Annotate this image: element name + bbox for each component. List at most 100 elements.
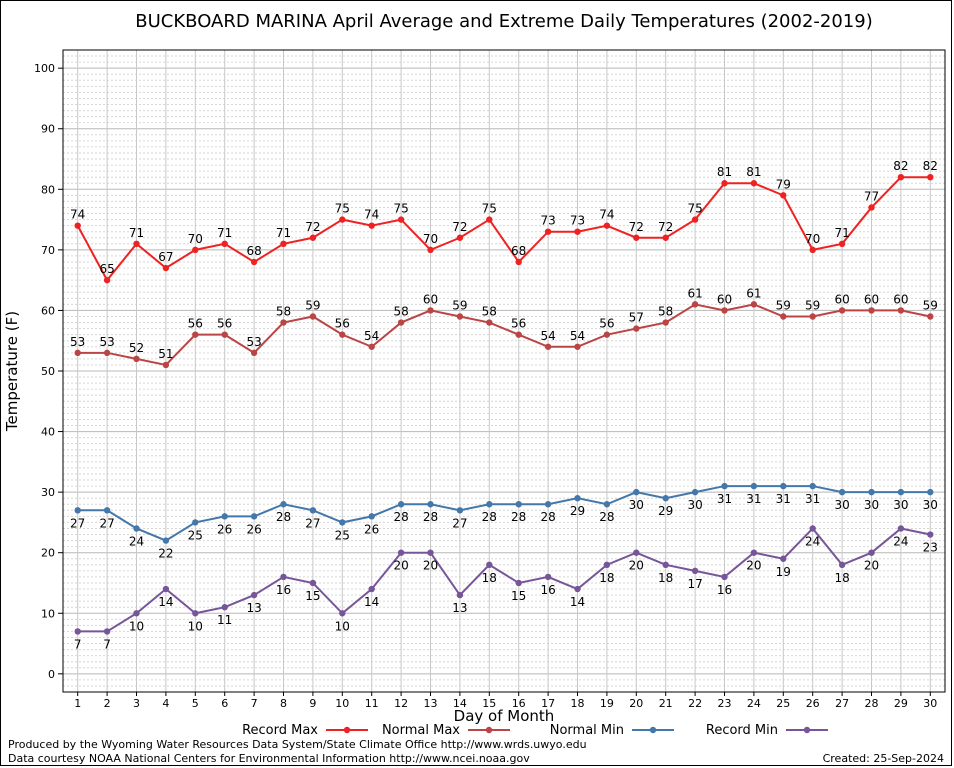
data-label: 22 [158,547,173,561]
series-line [77,303,931,367]
data-point [574,228,581,235]
data-label: 56 [511,317,526,331]
data-label: 30 [629,498,644,512]
data-label: 20 [746,559,761,573]
data-label: 7 [74,637,82,651]
data-point [750,482,758,490]
data-label: 28 [423,510,438,524]
data-label: 31 [717,492,732,506]
data-label: 31 [746,492,761,506]
data-label: 27 [70,516,85,530]
data-point [838,488,846,496]
data-label: 59 [923,298,938,312]
data-label: 60 [717,292,732,306]
y-tick-label: 30 [41,486,55,499]
data-label: 70 [423,232,438,246]
x-tick-label: 29 [894,697,908,710]
data-label: 26 [217,522,232,536]
data-point [486,501,493,508]
data-label: 56 [188,317,203,331]
data-point [133,525,140,532]
x-tick-label: 27 [835,697,849,710]
data-point [486,319,493,326]
y-tick-label: 0 [48,668,55,681]
data-label: 59 [776,298,791,312]
y-tick-label: 100 [34,62,55,75]
data-label: 70 [805,232,820,246]
data-point [103,628,111,635]
data-point [309,507,317,514]
data-label: 74 [599,208,614,222]
data-point [515,579,522,587]
legend-label: Record Max [242,723,318,738]
data-label: 11 [217,613,232,627]
data-label: 7 [103,637,111,651]
y-tick-label: 50 [41,365,55,378]
data-point [427,501,434,508]
data-point [691,488,699,496]
x-tick-label: 13 [424,697,438,710]
x-tick-label: 14 [453,697,467,710]
data-point [515,501,522,508]
data-point [192,519,199,526]
data-label: 60 [423,292,438,306]
data-label: 71 [129,226,144,240]
data-label: 28 [599,510,614,524]
x-tick-label: 21 [659,697,673,710]
data-label: 59 [452,298,467,312]
footer-created: Created: 25-Sep-2024 [823,752,944,765]
x-tick-label: 28 [865,697,879,710]
legend-label: Normal Max [382,723,460,738]
data-point [427,246,434,254]
data-point [838,307,846,314]
data-point [397,319,405,326]
data-label: 28 [540,510,555,524]
data-point [515,331,522,338]
x-tick-label: 10 [335,697,349,710]
x-tick-label: 26 [806,697,820,710]
legend-marker [485,726,493,734]
data-label: 20 [864,559,879,573]
data-point [662,319,669,326]
data-point [927,488,934,496]
data-label: 14 [570,595,585,609]
data-label: 14 [364,595,379,609]
data-label: 68 [511,244,526,258]
data-label: 23 [923,541,938,555]
data-point [897,525,905,532]
data-point [427,307,434,314]
data-label: 27 [99,516,114,530]
data-point [721,482,728,490]
data-point [192,246,199,254]
x-tick-label: 9 [309,697,316,710]
x-tick-label: 20 [629,697,643,710]
data-point [809,525,816,532]
data-point [74,349,81,357]
data-label: 58 [276,305,291,319]
data-label: 18 [658,571,673,585]
data-point [721,573,728,581]
data-point [221,331,228,338]
data-label: 73 [540,214,555,228]
data-point [486,561,493,569]
data-label: 72 [452,220,467,234]
data-point [368,513,375,520]
data-point [515,258,522,266]
data-label: 20 [423,559,438,573]
x-axis: 1 2 3 4 5 6 7 8 9 10 11 12 13 14 15 16 17 18 19 20 21 22 23 24 2… [74,692,937,710]
data-point [662,234,669,241]
x-tick-label: 11 [365,697,379,710]
y-axis: 0 10 20 30 40 50 60 70 80 90 100 [34,62,63,681]
data-point [309,234,317,241]
data-label: 13 [246,601,261,615]
legend-marker [803,726,811,734]
legend-marker [649,726,657,734]
series-normal-max: 53 53 52 51 56 56 53 58 59 56 54 58 60 59 58 56 54 54 56 57… [70,286,938,369]
data-point [838,561,846,569]
data-label: 56 [599,317,614,331]
data-point [221,513,228,520]
data-label: 18 [599,571,614,585]
x-tick-label: 19 [600,697,614,710]
data-point [780,313,787,320]
